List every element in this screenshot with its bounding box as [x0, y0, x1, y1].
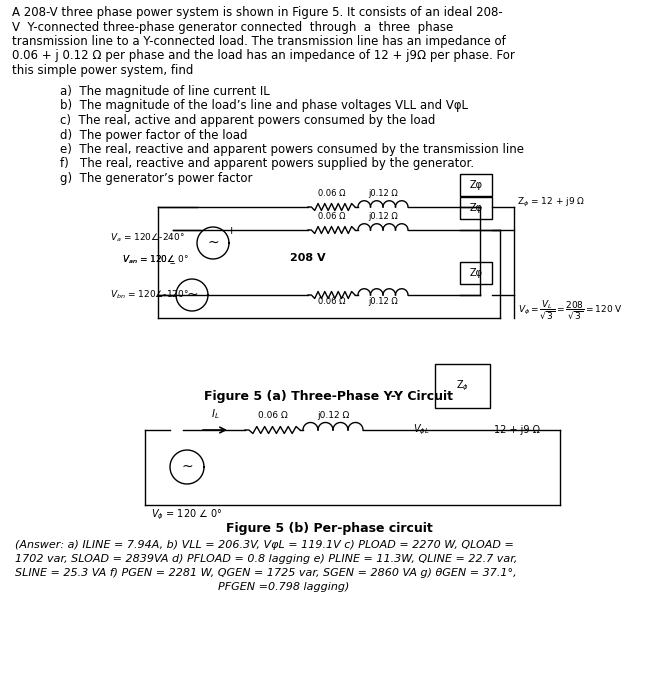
Text: Zφ: Zφ — [469, 180, 482, 190]
Text: d)  The power factor of the load: d) The power factor of the load — [60, 129, 248, 141]
Text: V  Y-connected three-phase generator connected  through  a  three  phase: V Y-connected three-phase generator conn… — [12, 20, 453, 34]
Text: ~: ~ — [186, 288, 198, 302]
Text: $I_L$: $I_L$ — [211, 407, 219, 421]
Text: 0.06 Ω: 0.06 Ω — [318, 212, 345, 221]
Text: SLINE = 25.3 VA f) PGEN = 2281 W, QGEN = 1725 var, SGEN = 2860 VA g) θGEN = 37.1: SLINE = 25.3 VA f) PGEN = 2281 W, QGEN =… — [15, 568, 517, 578]
Text: 0.06 Ω: 0.06 Ω — [318, 189, 345, 198]
Text: 1702 var, SLOAD = 2839VA d) PFLOAD = 0.8 lagging e) PLINE = 11.3W, QLINE = 22.7 : 1702 var, SLOAD = 2839VA d) PFLOAD = 0.8… — [15, 554, 517, 564]
Text: $V_{bn}$ = 120∠-120°: $V_{bn}$ = 120∠-120° — [110, 288, 189, 301]
Text: Zφ: Zφ — [469, 268, 482, 278]
Text: ~: ~ — [181, 460, 193, 474]
Text: Z$_\phi$: Z$_\phi$ — [456, 379, 469, 393]
Text: j0.12 Ω: j0.12 Ω — [368, 189, 398, 198]
Text: $V_\phi = \dfrac{V_L}{\sqrt{3}} = \dfrac{208}{\sqrt{3}} = 120$ V: $V_\phi = \dfrac{V_L}{\sqrt{3}} = \dfrac… — [518, 298, 623, 321]
Text: ~: ~ — [207, 236, 219, 250]
Text: (Answer: a) ILINE = 7.94A, b) VLL = 206.3V, VφL = 119.1V c) PLOAD = 2270 W, QLOA: (Answer: a) ILINE = 7.94A, b) VLL = 206.… — [15, 540, 514, 550]
Text: PFGEN =0.798 lagging): PFGEN =0.798 lagging) — [15, 582, 349, 592]
Text: a)  The magnitude of line current IL: a) The magnitude of line current IL — [60, 85, 270, 98]
Bar — [460, 197, 492, 219]
Text: this simple power system, find: this simple power system, find — [12, 64, 193, 77]
Text: j0.12 Ω: j0.12 Ω — [368, 212, 398, 221]
Text: c)  The real, active and apparent powers consumed by the load: c) The real, active and apparent powers … — [60, 114, 436, 127]
Text: 12 + j9 Ω: 12 + j9 Ω — [494, 425, 540, 435]
Text: Zφ: Zφ — [469, 203, 482, 213]
Text: $V_\phi$ = 120 $\angle$ 0°: $V_\phi$ = 120 $\angle$ 0° — [152, 508, 223, 522]
Text: 0.06 Ω: 0.06 Ω — [318, 297, 345, 306]
Text: 208 V: 208 V — [290, 253, 326, 263]
Text: $V_{an}$ = 120∠ 0°: $V_{an}$ = 120∠ 0° — [122, 254, 189, 266]
Text: f)   The real, reactive and apparent powers supplied by the generator.: f) The real, reactive and apparent power… — [60, 158, 474, 171]
Text: j0.12 Ω: j0.12 Ω — [317, 411, 349, 420]
Text: Z$_\phi$ = 12 + j9 $\Omega$: Z$_\phi$ = 12 + j9 $\Omega$ — [517, 195, 585, 209]
Text: +: + — [226, 226, 236, 236]
Text: e)  The real, reactive and apparent powers consumed by the transmission line: e) The real, reactive and apparent power… — [60, 143, 524, 156]
Text: j0.12 Ω: j0.12 Ω — [368, 297, 398, 306]
Text: 0.06 + j 0.12 Ω per phase and the load has an impedance of 12 + j9Ω per phase. F: 0.06 + j 0.12 Ω per phase and the load h… — [12, 50, 515, 62]
Bar — [460, 174, 492, 196]
Text: $V_a$ = 120∠-240°: $V_a$ = 120∠-240° — [110, 232, 185, 244]
Text: g)  The generator’s power factor: g) The generator’s power factor — [60, 172, 252, 185]
Text: transmission line to a Y-connected load. The transmission line has an impedance : transmission line to a Y-connected load.… — [12, 35, 505, 48]
Bar — [460, 262, 492, 284]
Text: b)  The magnitude of the load’s line and phase voltages VLL and VφL: b) The magnitude of the load’s line and … — [60, 99, 468, 113]
Text: 0.06 Ω: 0.06 Ω — [258, 411, 287, 420]
Bar — [435, 364, 490, 408]
Text: Figure 5 (a) Three-Phase Y-Y Circuit: Figure 5 (a) Three-Phase Y-Y Circuit — [204, 390, 453, 403]
Text: $V_{\phi L}$: $V_{\phi L}$ — [413, 423, 430, 438]
Text: A 208-V three phase power system is shown in Figure 5. It consists of an ideal 2: A 208-V three phase power system is show… — [12, 6, 503, 19]
Text: Figure 5 (b) Per-phase circuit: Figure 5 (b) Per-phase circuit — [225, 522, 432, 535]
Text: $V_{an}$ = 120∠$̲$: $V_{an}$ = 120∠$̲$ — [122, 253, 177, 267]
